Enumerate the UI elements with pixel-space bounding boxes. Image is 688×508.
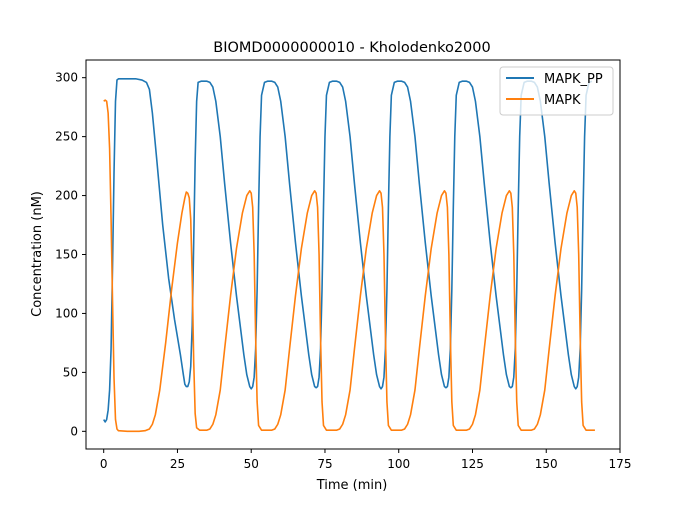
chart-title: BIOMD0000000010 - Kholodenko2000 bbox=[213, 40, 490, 56]
plot-area bbox=[103, 78, 595, 433]
y-tick-label: 50 bbox=[63, 365, 78, 379]
legend-label-mapk: MAPK bbox=[544, 93, 581, 108]
y-tick-label: 0 bbox=[70, 424, 78, 438]
series-layer bbox=[103, 78, 595, 433]
x-tick-label: 50 bbox=[244, 457, 259, 471]
y-tick-label: 100 bbox=[55, 306, 78, 320]
x-axis-ticks: 0 25 50 75 100 125 150 175 bbox=[100, 449, 632, 471]
y-tick-label: 300 bbox=[55, 71, 78, 85]
x-axis-label: Time (min) bbox=[316, 478, 388, 493]
x-tick-label: 75 bbox=[317, 457, 332, 471]
y-tick-label: 150 bbox=[55, 248, 78, 262]
y-axis-label: Concentration (nM) bbox=[30, 191, 45, 317]
y-axis-ticks: 0 50 100 150 200 250 300 bbox=[55, 71, 86, 438]
y-tick-label: 250 bbox=[55, 130, 78, 144]
x-tick-label: 0 bbox=[100, 457, 108, 471]
plot-frame bbox=[85, 59, 621, 450]
series-line-mapk bbox=[103, 99, 595, 433]
y-tick-label: 200 bbox=[55, 189, 78, 203]
x-tick-label: 150 bbox=[535, 457, 558, 471]
legend-label-mapk-pp: MAPK_PP bbox=[544, 72, 603, 87]
x-tick-label: 125 bbox=[461, 457, 484, 471]
x-tick-label: 25 bbox=[170, 457, 185, 471]
legend: MAPK_PP MAPK bbox=[499, 66, 614, 116]
x-tick-label: 100 bbox=[387, 457, 410, 471]
x-tick-label: 175 bbox=[609, 457, 632, 471]
